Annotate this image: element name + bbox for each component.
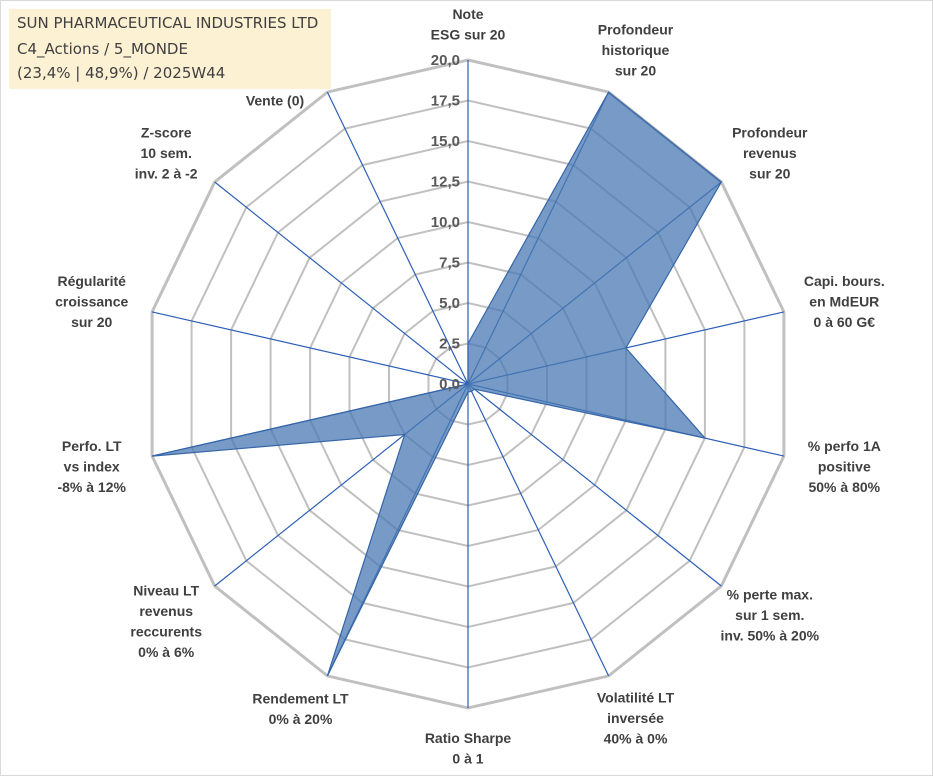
axis-label-line: Vente (0) bbox=[246, 93, 304, 109]
tick-label: 5,0 bbox=[439, 295, 460, 312]
axis-label-line: ESG sur 20 bbox=[431, 26, 506, 42]
spoke-line bbox=[326, 91, 469, 385]
axis-label: Profondeur historique sur 20 bbox=[598, 22, 674, 79]
axis-label: Régularité croissance sur 20 bbox=[55, 273, 128, 330]
series bbox=[151, 91, 723, 677]
axis-label: Volatilité LT inversée 40% à 0% bbox=[597, 689, 675, 746]
axis-label-line: sur 1 sem. bbox=[735, 607, 804, 623]
tick-label: 12,5 bbox=[431, 174, 460, 191]
axis-label-line: 50% à 80% bbox=[808, 479, 880, 495]
axis-label-line: Niveau LT bbox=[133, 583, 199, 599]
axis-label: Note ESG sur 20 bbox=[431, 6, 506, 43]
axis-label-line: 40% à 0% bbox=[604, 730, 668, 746]
category-label: C4_Actions / 5_MONDE bbox=[17, 40, 188, 58]
tick-label: 20,0 bbox=[431, 52, 460, 69]
axis-label: Rendement LT 0% à 20% bbox=[252, 690, 349, 727]
axis-label: Profondeur revenus sur 20 bbox=[732, 125, 808, 182]
axis-label-line: 0 à 1 bbox=[452, 750, 483, 766]
axis-label-line: inv. 2 à -2 bbox=[135, 166, 198, 182]
tick-label: 0,0 bbox=[439, 376, 460, 393]
axis-label-line: en MdEUR bbox=[809, 294, 879, 310]
axis-label: Ratio Sharpe 0 à 1 bbox=[425, 730, 512, 767]
axis-label-line: Régularité bbox=[57, 273, 126, 289]
axis-label: % perfo 1A positive 50% à 80% bbox=[808, 438, 881, 495]
axis-label-line: Z-score bbox=[141, 125, 192, 141]
tick-label: 17,5 bbox=[431, 93, 460, 110]
series-area bbox=[151, 91, 723, 677]
axis-label-line: vs index bbox=[64, 458, 120, 474]
axis-label: Niveau LT revenus reccurents 0% à 6% bbox=[130, 583, 202, 661]
axis-label-line: Perfo. LT bbox=[62, 438, 122, 454]
tick-label: 10,0 bbox=[431, 214, 460, 231]
axis-label-line: inversée bbox=[607, 710, 664, 726]
axis-label-line: Profondeur bbox=[732, 125, 808, 141]
axis-label-line: Rendement LT bbox=[252, 690, 349, 706]
axis-label-line: % perte max. bbox=[727, 587, 813, 603]
axis-label-line: reccurents bbox=[130, 624, 202, 640]
spoke-line bbox=[467, 383, 610, 677]
axis-label-line: Ratio Sharpe bbox=[425, 730, 512, 746]
axis-label-line: 0% à 6% bbox=[138, 644, 195, 660]
axis-label-line: Capi. bours. bbox=[804, 273, 885, 289]
tick-label: 7,5 bbox=[439, 255, 460, 272]
axis-label-line: 0 à 60 G€ bbox=[814, 314, 876, 330]
spoke-line bbox=[467, 383, 722, 587]
axis-label-line: -8% à 12% bbox=[57, 479, 126, 495]
tick-labels: 0,0 2,5 5,0 7,5 10,0 12,5 15,0 17,5 20,0 bbox=[431, 52, 460, 393]
axis-label-line: Volatilité LT bbox=[597, 689, 675, 705]
tick-label: 2,5 bbox=[439, 336, 460, 353]
axis-label-line: sur 20 bbox=[71, 314, 112, 330]
axis-label-line: 0% à 20% bbox=[269, 711, 333, 727]
info-box: SUN PHARMACEUTICAL INDUSTRIES LTD C4_Act… bbox=[9, 9, 331, 89]
axis-label-line: historique bbox=[602, 42, 670, 58]
spoke-line bbox=[151, 311, 469, 385]
spoke-line bbox=[214, 181, 469, 385]
company-name: SUN PHARMACEUTICAL INDUSTRIES LTD bbox=[17, 14, 319, 32]
axis-label-line: Note bbox=[452, 6, 483, 22]
axis-label-line: croissance bbox=[55, 294, 128, 310]
axis-label: Capi. bours. en MdEUR 0 à 60 G€ bbox=[804, 273, 885, 330]
axis-label: Z-score 10 sem. inv. 2 à -2 bbox=[135, 125, 198, 182]
axis-label-line: sur 20 bbox=[615, 63, 656, 79]
axis-label-line: revenus bbox=[743, 145, 797, 161]
axis-label-line: sur 20 bbox=[749, 166, 790, 182]
axis-label: Perfo. LT vs index -8% à 12% bbox=[57, 438, 126, 495]
axis-label-line: revenus bbox=[139, 603, 193, 619]
tick-label: 15,0 bbox=[431, 133, 460, 150]
axis-label-line: positive bbox=[818, 458, 871, 474]
axis-label: % perte max. sur 1 sem. inv. 50% à 20% bbox=[721, 587, 820, 644]
stats-label: (23,4% | 48,9%) / 2025W44 bbox=[17, 64, 226, 82]
axis-label-line: 10 sem. bbox=[141, 145, 192, 161]
axis-label-line: Profondeur bbox=[598, 22, 674, 38]
axis-label-line: inv. 50% à 20% bbox=[721, 628, 820, 644]
axis-label-line: % perfo 1A bbox=[808, 438, 881, 454]
